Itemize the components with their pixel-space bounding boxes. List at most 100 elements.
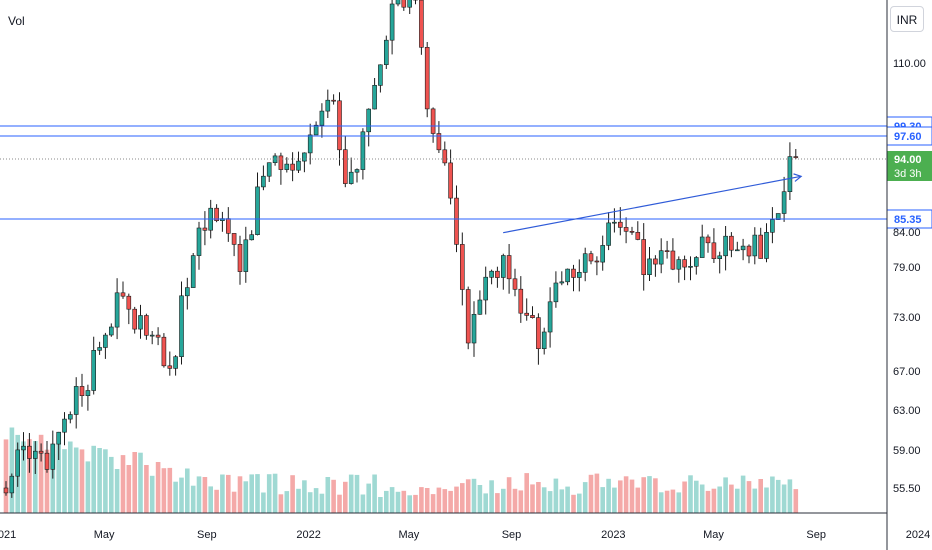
candle (27, 445, 32, 459)
candle (653, 258, 658, 265)
candle (126, 295, 132, 310)
volume-bar (512, 488, 518, 513)
candle (617, 221, 623, 228)
candle (360, 131, 366, 170)
candle (243, 239, 249, 272)
candle (190, 255, 196, 288)
candle (302, 152, 307, 162)
volume-bar (73, 447, 79, 513)
volume-bar (758, 479, 763, 513)
volume-bar (360, 494, 366, 513)
candle (284, 163, 290, 170)
volume-bar (173, 481, 178, 513)
candle (149, 334, 155, 337)
y-tick-label: 84.00 (893, 227, 921, 239)
volume-bar (384, 490, 389, 513)
volume-label: Vol (8, 14, 25, 28)
volume-bar (237, 476, 243, 513)
currency-button[interactable]: INR (890, 6, 924, 32)
volume-bar (623, 476, 629, 513)
volume-bar (149, 475, 155, 513)
volume-bar (653, 478, 658, 513)
volume-bar (588, 474, 594, 513)
volume-bar (337, 494, 342, 513)
candle (419, 0, 424, 48)
candle (658, 250, 664, 265)
trendline-arrowhead (793, 173, 803, 182)
x-tick-label: 2021 (0, 529, 16, 541)
x-tick-label: May (94, 529, 115, 541)
volume-bar (167, 467, 173, 513)
volume-bar (571, 494, 576, 513)
candle (138, 315, 143, 330)
candle (21, 445, 26, 451)
volume-bar (419, 487, 424, 513)
candle (278, 155, 284, 170)
volume-bar (448, 490, 453, 513)
candle (79, 386, 85, 396)
candle (641, 239, 647, 276)
volume-bar (711, 488, 717, 513)
volume-bar (325, 477, 331, 513)
volume-bar (395, 491, 401, 513)
candle (389, 3, 395, 41)
candle (471, 313, 477, 344)
candle (740, 245, 746, 251)
candle (629, 231, 635, 233)
volume-bar (56, 435, 61, 513)
volume-bar (705, 490, 711, 513)
candle (185, 287, 190, 297)
volume-bar (366, 483, 371, 513)
volume-bar (126, 465, 132, 513)
volume-bar (676, 492, 682, 513)
candle (764, 232, 769, 259)
candle (255, 186, 260, 235)
trendline[interactable] (503, 175, 802, 234)
candle (781, 191, 787, 214)
last-price-label: 94.00 (894, 154, 922, 166)
candle (144, 315, 149, 336)
volume-bar (471, 478, 477, 513)
x-tick-label: 2024 (906, 529, 930, 541)
volume-bar (132, 452, 137, 513)
volume-bar (109, 456, 114, 513)
candle (729, 235, 734, 251)
volume-bar (553, 478, 559, 513)
volume-bar (272, 473, 278, 513)
volume-bar (155, 462, 161, 513)
volume-bar (524, 473, 529, 513)
candle (442, 149, 448, 164)
candle (366, 108, 372, 133)
volume-bar (266, 474, 272, 513)
volume-bar (424, 488, 430, 513)
candle (32, 450, 38, 459)
volume-bar (120, 455, 126, 513)
volume-bar (518, 490, 524, 513)
volume-bar (190, 485, 196, 513)
x-tick-label: May (703, 529, 724, 541)
volume-bar (103, 449, 108, 513)
candle (196, 227, 202, 256)
candle (582, 253, 588, 273)
volume-bar (688, 475, 693, 513)
y-tick-label: 79.00 (893, 262, 921, 274)
volume-bar (313, 488, 319, 513)
volume-bar (302, 480, 307, 513)
candle (734, 249, 740, 252)
volume-bar (413, 494, 418, 513)
candle (635, 232, 641, 240)
volume-bar (723, 477, 728, 513)
candle (342, 149, 348, 184)
candle (711, 242, 717, 260)
volume-bar (489, 480, 494, 513)
y-tick-label: 110.00 (893, 58, 926, 70)
volume-bar (501, 488, 506, 513)
volume-bar (530, 484, 535, 513)
volume-bar (220, 474, 225, 513)
candle (15, 449, 20, 477)
candle (155, 334, 161, 338)
candle (9, 475, 15, 494)
